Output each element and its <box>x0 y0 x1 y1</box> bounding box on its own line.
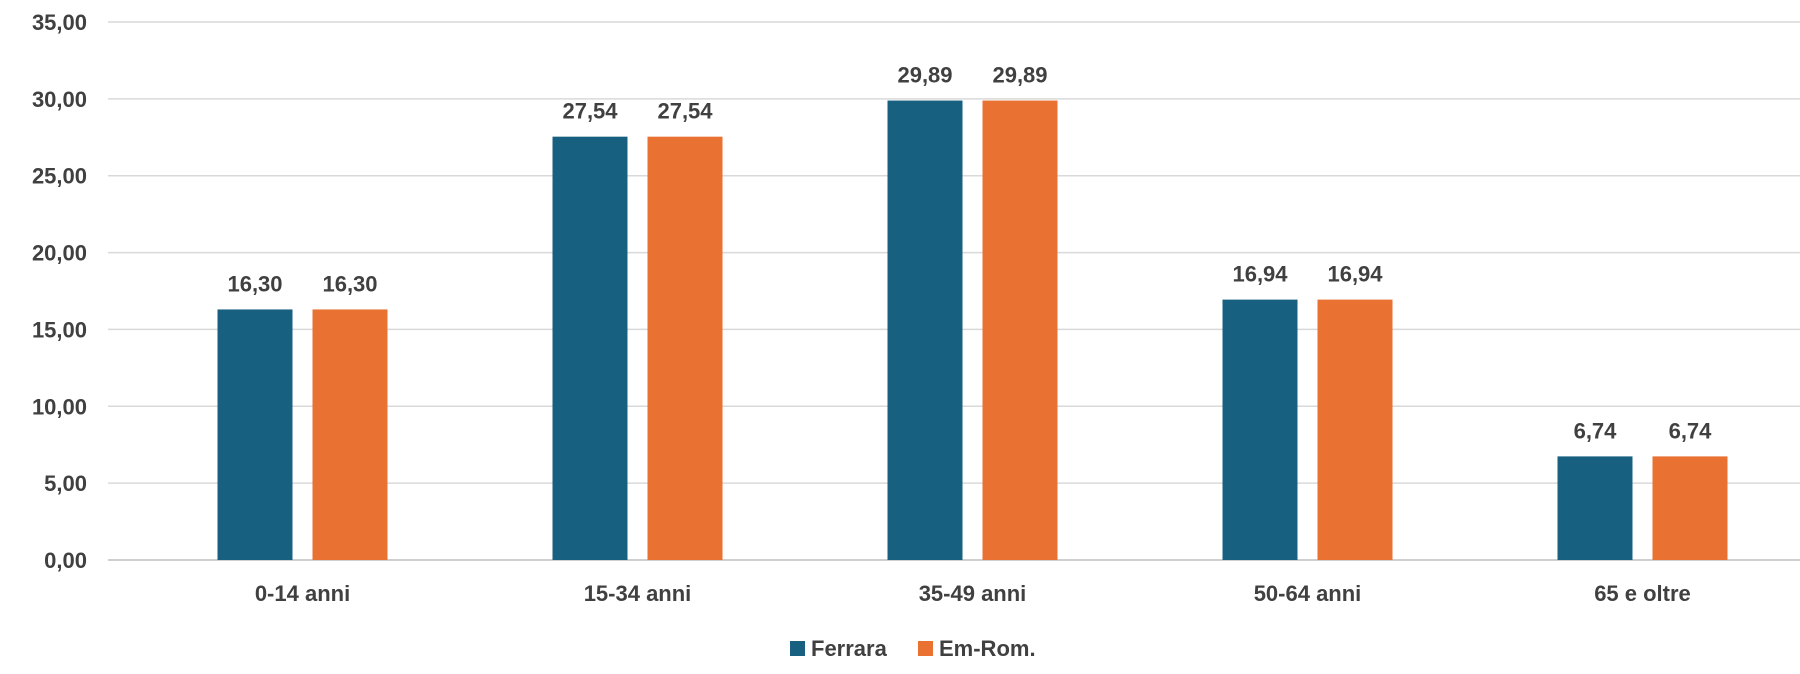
bar <box>1557 456 1633 560</box>
data-label: 6,74 <box>1669 418 1713 443</box>
bar <box>1222 299 1298 560</box>
y-tick-label: 35,00 <box>32 10 87 35</box>
data-label: 27,54 <box>657 99 713 124</box>
legend-swatch <box>790 641 805 656</box>
data-label: 29,89 <box>992 63 1047 88</box>
data-label: 6,74 <box>1574 418 1618 443</box>
bar <box>982 100 1058 560</box>
x-category-label: 15-34 anni <box>584 581 692 606</box>
legend-swatch <box>918 641 933 656</box>
bar <box>217 309 293 560</box>
bar <box>312 309 388 560</box>
legend-label: Em-Rom. <box>939 636 1036 661</box>
data-label: 29,89 <box>897 63 952 88</box>
bar <box>1652 456 1728 560</box>
y-axis-tick-labels: 0,00 5,00 10,00 15,00 20,00 25,00 30,00 35,00 <box>32 10 87 573</box>
data-label: 16,94 <box>1232 262 1288 287</box>
legend: Ferrara Em-Rom. <box>790 636 1036 661</box>
y-tick-label: 25,00 <box>32 164 87 189</box>
data-label: 16,94 <box>1327 262 1383 287</box>
bars <box>217 100 1728 561</box>
y-tick-label: 0,00 <box>44 548 87 573</box>
data-label: 27,54 <box>562 99 618 124</box>
data-labels: 16,30 16,30 27,54 27,54 29,89 29,89 16,94 16,94… <box>227 63 1712 444</box>
x-axis-category-labels: 0-14 anni 15-34 anni 35-49 anni 50-64 anni 6… <box>255 581 1691 606</box>
y-tick-label: 20,00 <box>32 241 87 266</box>
legend-label: Ferrara <box>811 636 888 661</box>
x-category-label: 65 e oltre <box>1594 581 1691 606</box>
y-tick-label: 10,00 <box>32 394 87 419</box>
y-tick-label: 5,00 <box>44 471 87 496</box>
y-tick-label: 30,00 <box>32 87 87 112</box>
x-category-label: 0-14 anni <box>255 581 350 606</box>
bar <box>552 136 628 561</box>
data-label: 16,30 <box>322 271 377 296</box>
bar <box>647 136 723 561</box>
bar <box>887 100 963 560</box>
x-category-label: 50-64 anni <box>1254 581 1362 606</box>
data-label: 16,30 <box>227 271 282 296</box>
y-tick-label: 15,00 <box>32 317 87 342</box>
bar <box>1317 299 1393 560</box>
x-category-label: 35-49 anni <box>919 581 1027 606</box>
